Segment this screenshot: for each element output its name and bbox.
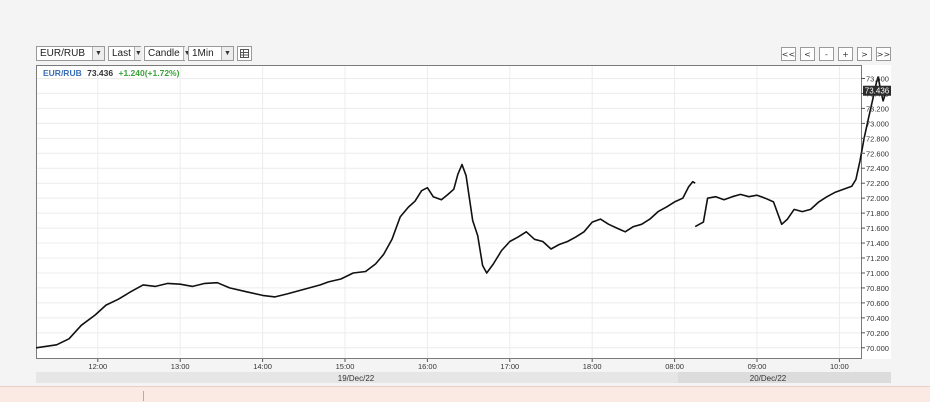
grid-lines [36,65,861,359]
y-tick-label: 72.200 [866,179,889,188]
y-tick-label: 70.800 [866,284,889,293]
plot-border [36,65,862,359]
x-tick-label: 09:00 [748,362,767,371]
y-tick-label: 71.600 [866,224,889,233]
y-tick-label: 70.400 [866,314,889,323]
chart-type-select[interactable]: Candle ▼ [144,46,191,61]
chart-navigation: << < - + > >> [781,47,891,61]
status-bar [0,386,930,402]
x-tick-label: 15:00 [336,362,355,371]
zoom-out-button[interactable]: - [819,47,834,61]
symbol-select[interactable]: EUR/RUB ▼ [36,46,105,61]
header-price: 73.436 [87,68,113,78]
price-chart[interactable]: 70.000 70.200 70.400 70.600 70.800 71.000 71.2… [36,65,891,359]
nav-prev-button[interactable]: < [800,47,815,61]
price-type-select-value: Last [112,48,131,59]
last-price-label: 73.436 [865,87,890,96]
y-tick-label: 70.200 [866,329,889,338]
y-tick-label: 72.000 [866,194,889,203]
x-tick-label: 14:00 [253,362,272,371]
y-tick-label: 71.000 [866,269,889,278]
nav-first-button[interactable]: << [781,47,796,61]
x-tick-label: 18:00 [583,362,602,371]
y-tick-label: 70.600 [866,299,889,308]
x-tick-label: 08:00 [665,362,684,371]
price-line [36,163,696,349]
chart-type-select-value: Candle [148,48,180,59]
grid-icon [240,49,249,58]
chevron-down-icon: ▼ [92,47,104,60]
date-label-2: 20/Dec/22 [750,374,787,383]
chevron-down-icon: ▼ [133,47,142,60]
y-tick-label: 72.600 [866,149,889,158]
x-tick-label: 10:00 [830,362,849,371]
chevron-down-icon: ▼ [221,47,233,60]
y-tick-label: 71.200 [866,254,889,263]
y-tick-label: 73.200 [866,104,889,113]
zoom-in-button[interactable]: + [838,47,853,61]
header-symbol: EUR/RUB [43,68,82,78]
price-type-select[interactable]: Last ▼ [108,46,142,61]
nav-next-button[interactable]: > [857,47,872,61]
x-tick-label: 16:00 [418,362,437,371]
chart-toolbar: EUR/RUB ▼ Last ▼ Candle ▼ 1Min ▼ [36,46,252,62]
date-label-1: 19/Dec/22 [338,374,375,383]
last-price-marker: 73.436 [863,85,891,96]
y-tick-label: 73.600 [866,74,889,83]
y-tick-label: 70.000 [866,344,889,353]
x-tick-label: 12:00 [88,362,107,371]
chart-header: EUR/RUB 73.436 +1.240(+1.72%) [43,68,180,78]
y-tick-label: 71.400 [866,239,889,248]
price-series [36,76,888,349]
x-axis: 12:00 13:00 14:00 15:00 16:00 17:00 18:00 08:00… [36,359,891,383]
interval-select[interactable]: 1Min ▼ [188,46,234,61]
price-line [694,76,888,228]
nav-last-button[interactable]: >> [876,47,891,61]
x-tick-label: 17:00 [500,362,519,371]
status-bar-divider [143,391,144,401]
y-tick-label: 72.800 [866,134,889,143]
grid-button[interactable] [237,46,252,61]
interval-select-value: 1Min [192,48,214,59]
chevron-down-icon: ▼ [182,47,191,60]
symbol-select-value: EUR/RUB [40,48,86,59]
y-tick-label: 73.000 [866,119,889,128]
x-tick-label: 13:00 [171,362,190,371]
y-tick-label: 71.800 [866,209,889,218]
header-change: +1.240(+1.72%) [118,68,179,78]
y-tick-label: 72.400 [866,164,889,173]
